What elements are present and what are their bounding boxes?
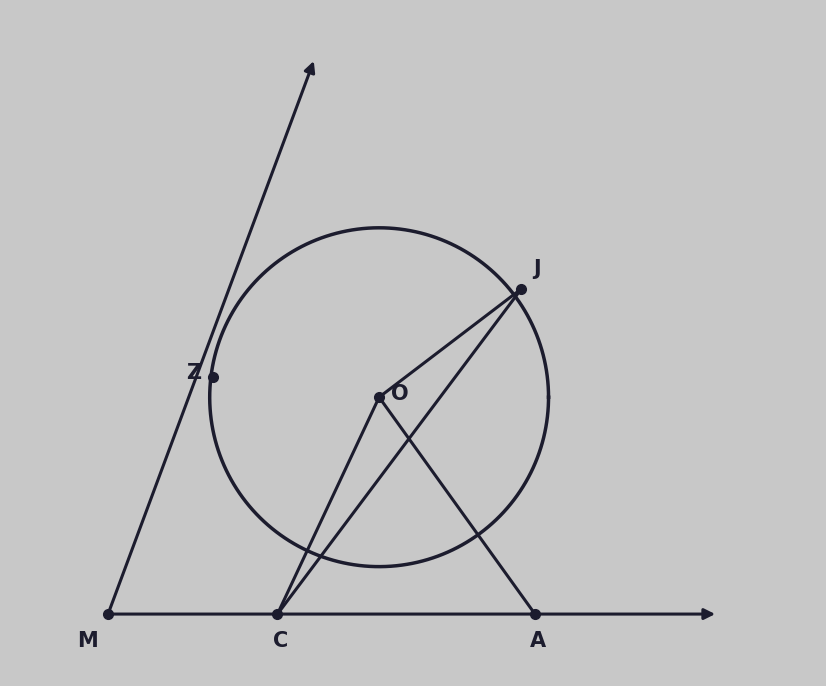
Text: C: C (273, 631, 288, 651)
Text: M: M (77, 631, 98, 651)
Text: A: A (530, 631, 547, 651)
Text: J: J (534, 259, 541, 279)
Text: Z: Z (186, 364, 201, 383)
Text: O: O (392, 384, 409, 404)
